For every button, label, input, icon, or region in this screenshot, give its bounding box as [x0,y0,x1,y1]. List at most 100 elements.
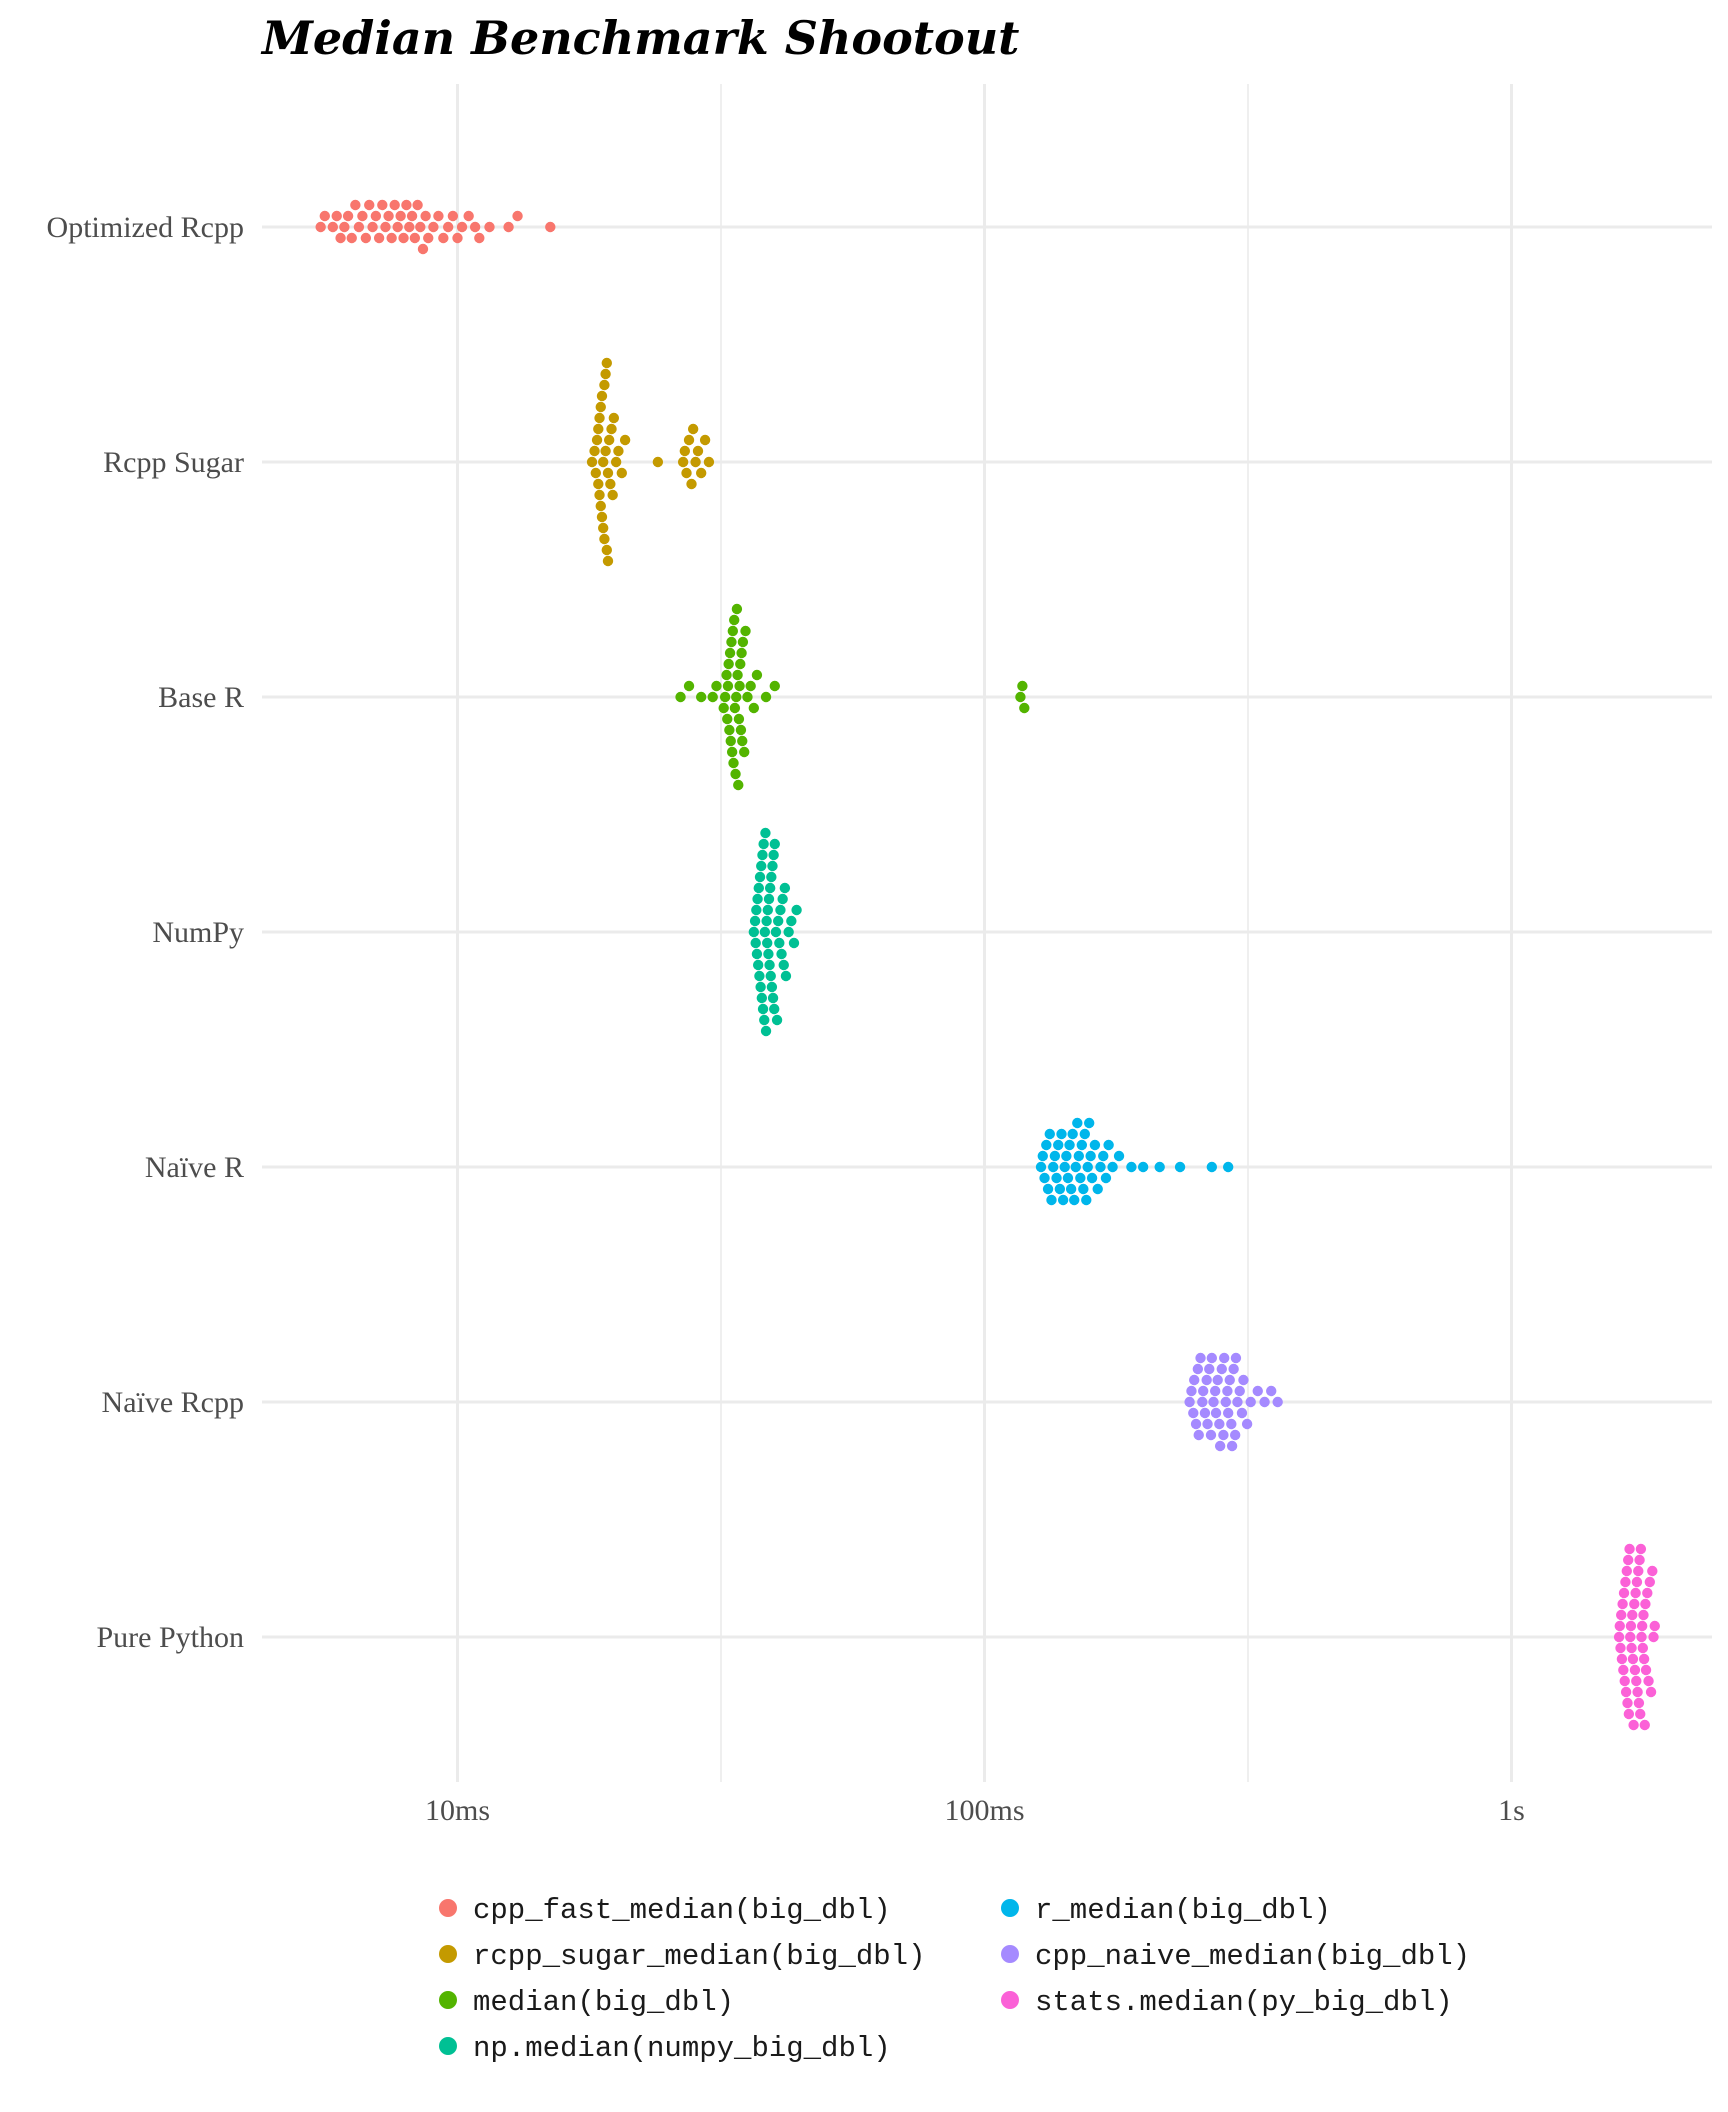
data-point [731,691,742,703]
data-point [1039,1172,1050,1184]
data-point [752,959,764,971]
data-point [401,199,412,211]
data-point [1107,1161,1118,1173]
data-point [1208,1396,1219,1408]
data-point [1062,1172,1074,1184]
y-tick-label-base-r: Base R [158,681,244,714]
data-point [780,970,792,982]
data-point [1205,1429,1217,1441]
data-point [1618,1664,1629,1676]
data-point [758,838,769,850]
data-point [769,838,780,850]
data-point [1209,1385,1221,1397]
data-point [1631,1576,1643,1588]
data-point [603,434,615,446]
chart-title: Median Benchmark Shootout [260,11,1019,65]
data-point [722,680,734,692]
data-point [1069,1194,1080,1206]
data-point [1218,1429,1229,1441]
data-point [729,702,741,714]
data-point [1216,1363,1227,1375]
data-point [774,937,785,949]
data-point [1056,1128,1067,1140]
series-optimized-rcpp [315,199,556,255]
data-point [764,959,775,971]
legend-item-cpp-naive-median-big-dbl: cpp_naive_median(big_dbl) [1001,1940,1470,1973]
data-point [737,636,749,648]
legend-label: r_median(big_dbl) [1035,1894,1331,1927]
legend-key [439,1991,457,2009]
data-point [1629,1664,1641,1676]
data-point [756,860,767,872]
data-point [756,992,768,1004]
data-point [380,221,391,233]
data-point [331,210,342,222]
data-point [748,926,760,938]
data-point [1638,1653,1650,1665]
data-point [1614,1620,1625,1632]
data-point [1229,1429,1241,1441]
data-point [456,221,468,233]
data-point [1645,1686,1657,1698]
data-point [1222,1385,1233,1397]
data-point [776,948,787,960]
data-point [353,221,365,233]
data-point [596,390,608,402]
data-point [786,915,797,927]
data-point [1648,1631,1659,1643]
data-point [766,981,778,993]
x-tick-label: 100ms [944,1794,1024,1827]
data-point [726,746,738,758]
data-point [1232,1396,1243,1408]
data-point [695,691,707,703]
data-point [599,379,610,391]
data-point [484,221,495,233]
legend-label: np.median(numpy_big_dbl) [473,2032,891,2065]
data-point [503,221,514,233]
data-point [593,423,604,435]
data-point [679,445,691,457]
data-point [1078,1183,1089,1195]
data-point [607,489,618,501]
data-point [1206,1161,1218,1173]
data-point [1190,1418,1202,1430]
legend-key [439,2037,457,2055]
data-point [1081,1194,1092,1206]
data-point [327,221,339,233]
data-point [1635,1708,1646,1720]
data-point [771,1014,783,1026]
data-point [342,210,354,222]
data-point [739,746,750,758]
data-point [1214,1440,1226,1452]
data-point [777,893,788,905]
data-point [775,904,786,916]
series-naive-rcpp [1184,1352,1283,1452]
data-point [755,981,766,993]
data-point [766,871,777,883]
data-point [1103,1139,1114,1151]
data-point [1615,1642,1626,1654]
data-point [545,221,556,233]
axis-layer: 10ms 100ms 1s Optimized Rcpp Rcpp Sugar Base … [47,211,1525,1827]
data-point [1046,1194,1057,1206]
data-point [1238,1374,1249,1386]
data-point [1035,1161,1047,1173]
legend-item-median-big-dbl: median(big_dbl) [439,1986,734,2019]
data-point [597,456,609,468]
data-point [452,232,463,244]
data-point [596,511,608,523]
data-point [1620,1576,1631,1588]
data-point [1638,1609,1649,1621]
data-point [751,948,763,960]
data-point [762,904,774,916]
y-tick-label-naive-r: Naïve R [145,1151,244,1184]
data-point [749,915,761,927]
data-point [757,1003,769,1015]
data-point [512,210,523,222]
legend-label: rcpp_sugar_median(big_dbl) [473,1940,925,1973]
data-point [319,210,330,222]
data-point [1622,1697,1633,1709]
data-point [735,658,746,670]
data-point [398,232,409,244]
data-point [606,423,617,435]
